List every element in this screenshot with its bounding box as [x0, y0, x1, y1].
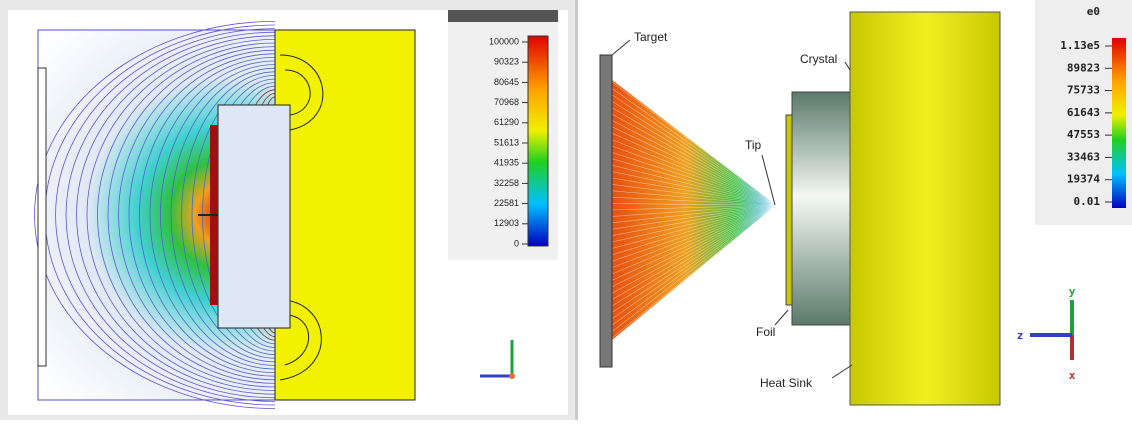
- colorbar-label: 41935: [494, 158, 519, 168]
- colorbar-label: 89823: [1067, 61, 1100, 74]
- colorbar-label: 33463: [1067, 150, 1100, 163]
- colorbar-title: e0: [1087, 5, 1100, 18]
- colorbar-label: 51613: [494, 137, 519, 147]
- colorbar-label: 90323: [494, 57, 519, 67]
- axis-label: y: [1069, 285, 1076, 298]
- colorbar-label: 22581: [494, 198, 519, 208]
- target-plate: [38, 68, 46, 366]
- annotation: Crystal: [800, 52, 837, 66]
- target-plate: [600, 55, 612, 367]
- annotation: Target: [634, 30, 668, 44]
- axis-label: z: [1017, 329, 1024, 342]
- colorbar-label: 19374: [1067, 173, 1100, 186]
- foil: [786, 115, 792, 305]
- colorbar-label: 1.13e5: [1060, 39, 1100, 52]
- colorbar-label: 80645: [494, 77, 519, 87]
- colorbar-label: 0.01: [1074, 195, 1101, 208]
- heat-sink: [850, 12, 1000, 405]
- axis-label: x: [1069, 369, 1076, 382]
- colorbar: [528, 36, 548, 246]
- annotation: Foil: [756, 325, 775, 339]
- colorbar-label: 61643: [1067, 106, 1100, 119]
- electrode: [275, 30, 415, 400]
- colorbar-label: 61290: [494, 117, 519, 127]
- colorbar-label: 32258: [494, 178, 519, 188]
- colorbar-label: 75733: [1067, 84, 1100, 97]
- screenshot: 100000 90323 80645 70968 61290 51613 41935 3225…: [0, 0, 1132, 420]
- colorbar-label: 70968: [494, 97, 519, 107]
- colorbar-label: 100000: [489, 36, 519, 46]
- colorbar-label: 0: [514, 238, 519, 248]
- colorbar: [1112, 38, 1126, 208]
- colorbar-label: 12903: [494, 218, 519, 228]
- annotation: Tip: [745, 138, 762, 152]
- annotation: Heat Sink: [760, 376, 813, 390]
- colorbar-label: 47553: [1067, 128, 1100, 141]
- colorbar-header: [448, 10, 558, 22]
- crystal-section: [218, 105, 290, 328]
- crystal: [792, 92, 850, 325]
